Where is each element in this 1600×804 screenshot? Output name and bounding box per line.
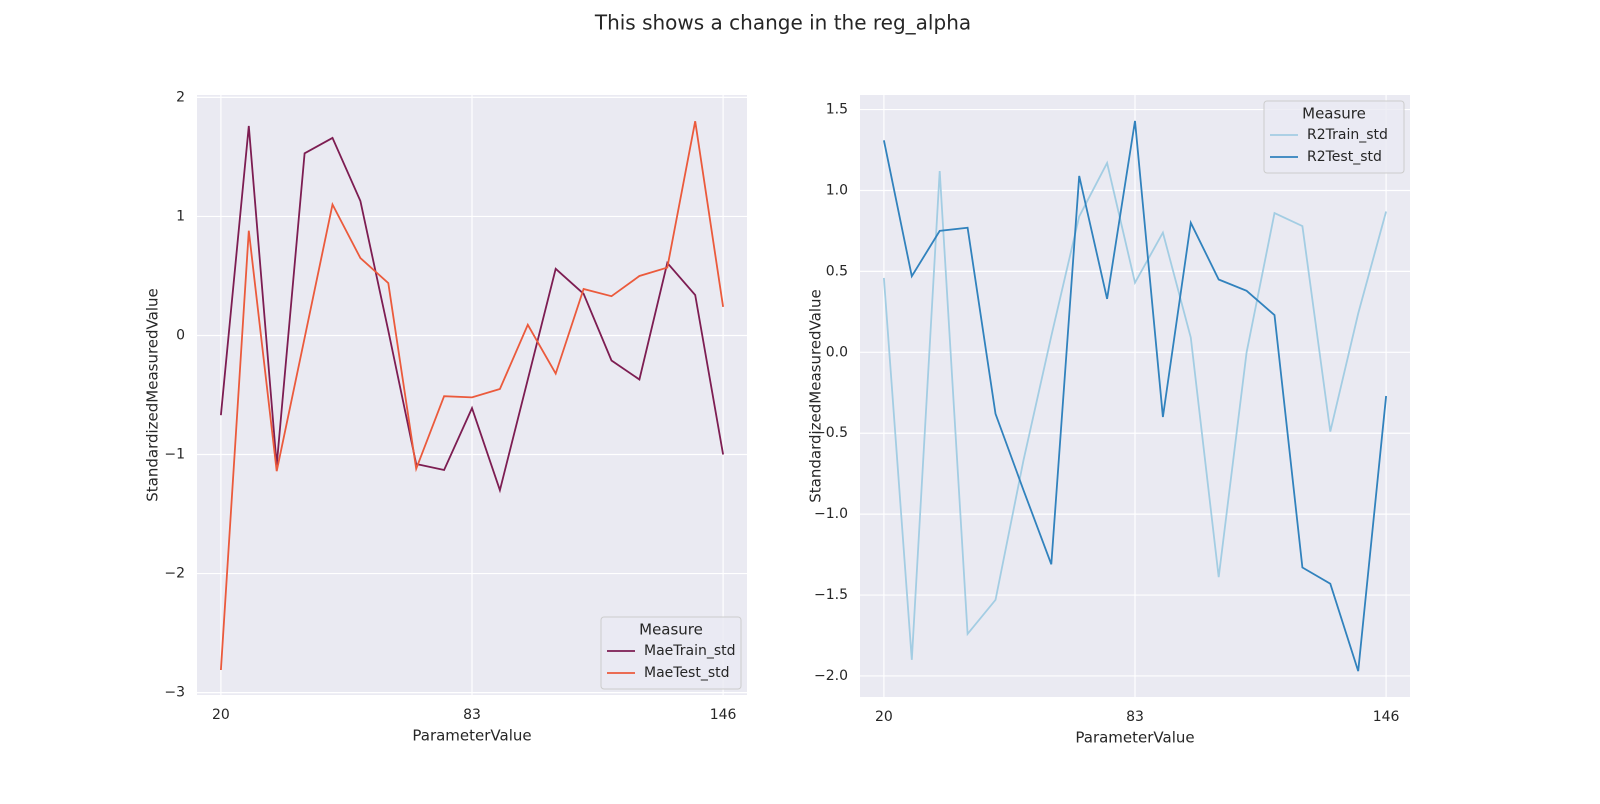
legend-box: [600, 616, 742, 690]
figure-title: This shows a change in the reg_alpha: [594, 11, 971, 35]
data-line: [883, 120, 1387, 672]
data-line: [220, 125, 724, 494]
legend-box: [1263, 100, 1405, 174]
x-tick-label: 146: [710, 707, 737, 723]
x-tick-label: 20: [212, 707, 230, 723]
legend-label: MaeTrain_std: [644, 643, 736, 659]
x-tick-label: 83: [463, 707, 481, 723]
y-tick-label: −2: [164, 566, 185, 582]
y-tick-label: −1.5: [814, 587, 848, 603]
legend-title: Measure: [639, 621, 703, 639]
y-tick-label: 0: [176, 327, 185, 343]
y-tick-label: 1.5: [826, 102, 848, 118]
y-tick-label: −2.0: [814, 668, 848, 684]
x-axis-label: ParameterValue: [1075, 729, 1194, 747]
legend-title: Measure: [1302, 105, 1366, 123]
y-tick-label: 0.5: [826, 263, 848, 279]
y-tick-label: −0.5: [814, 425, 848, 441]
data-line: [220, 121, 724, 671]
legend: Measure MaeTrain_std MaeTest_std: [600, 616, 742, 690]
y-tick-label: −1.0: [814, 506, 848, 522]
legend-label: R2Train_std: [1307, 127, 1388, 143]
data-line: [883, 160, 1387, 660]
y-axis-label: StandardizedMeasuredValue: [144, 288, 162, 502]
y-tick-label: −1: [164, 447, 185, 463]
y-tick-label: 1.0: [826, 182, 848, 198]
y-tick-label: 1: [176, 208, 185, 224]
y-tick-label: 0.0: [826, 344, 848, 360]
x-tick-label: 20: [875, 709, 893, 725]
x-tick-label: 83: [1126, 709, 1144, 725]
x-tick-label: 146: [1373, 709, 1400, 725]
legend-label: R2Test_std: [1307, 149, 1382, 165]
x-axis-label: ParameterValue: [412, 727, 531, 745]
y-tick-label: −3: [164, 685, 185, 701]
y-tick-label: 2: [176, 89, 185, 105]
legend-label: MaeTest_std: [644, 665, 730, 681]
legend: Measure R2Train_std R2Test_std: [1263, 100, 1405, 174]
y-axis-label: StandardizedMeasuredValue: [807, 289, 825, 503]
